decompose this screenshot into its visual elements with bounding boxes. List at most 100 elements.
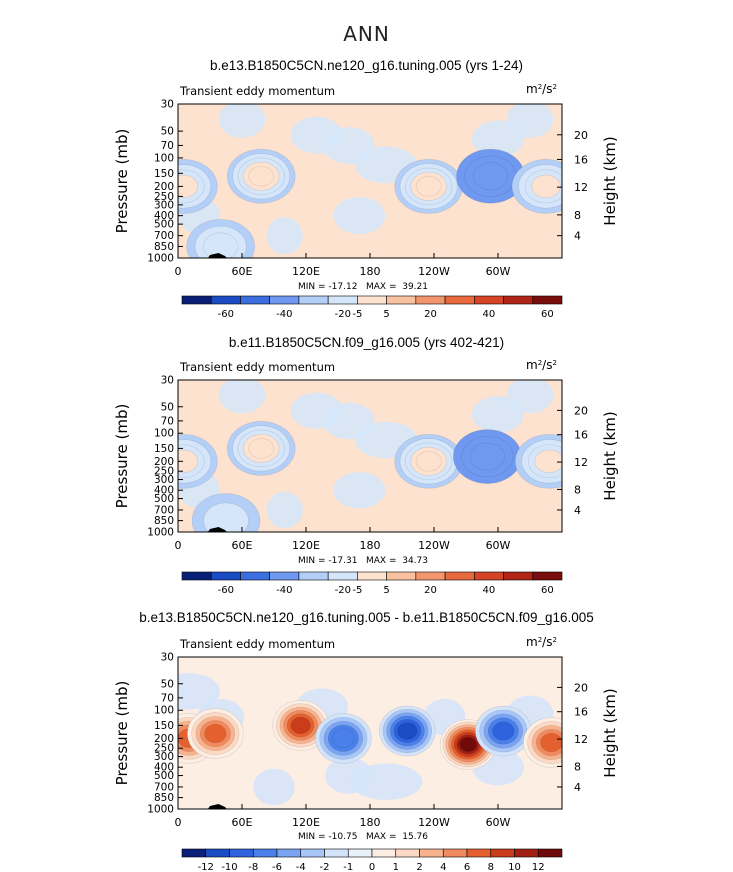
contour-level xyxy=(248,438,275,459)
contour-level xyxy=(459,737,477,752)
weak-negative-region xyxy=(333,471,386,509)
colorbar-label: -5 xyxy=(352,309,362,320)
contour-level xyxy=(415,176,442,197)
colorbar-box xyxy=(490,848,515,858)
colorbar-label: 40 xyxy=(483,585,496,596)
colorbar-label: 8 xyxy=(488,862,494,872)
panel2-subtitle: Transient eddy momentum xyxy=(180,360,336,374)
contour-level xyxy=(204,724,227,744)
ytick-label: 30 xyxy=(161,99,174,111)
colorbar-label: 0 xyxy=(369,862,375,872)
panel1-units: m2/s2 xyxy=(526,82,557,96)
ylabel: Pressure (mb) xyxy=(113,681,131,786)
colorbar-label: -4 xyxy=(296,862,306,872)
y2tick-label: 16 xyxy=(574,429,588,442)
contour-level xyxy=(415,451,442,472)
ytick-label: 1000 xyxy=(147,253,174,265)
y2label: Height (km) xyxy=(601,136,619,225)
ytick-label: 400 xyxy=(154,210,174,222)
contour-level xyxy=(332,728,355,748)
ytick-label: 400 xyxy=(154,762,174,774)
colorbar-label: 4 xyxy=(440,862,446,872)
xtick-label: 180 xyxy=(360,539,381,552)
ytick-label: 1000 xyxy=(147,804,174,816)
colorbar-label: 60 xyxy=(541,585,554,596)
colorbar-label: -40 xyxy=(276,309,292,320)
weak-negative-region xyxy=(218,104,266,138)
panel-3-field xyxy=(178,657,562,809)
colorbar-box xyxy=(466,848,492,858)
xtick-label: 180 xyxy=(360,816,381,829)
colorbar-box xyxy=(444,295,475,305)
colorbar-box xyxy=(324,848,349,858)
ytick-label: 50 xyxy=(161,126,174,138)
contour-level xyxy=(290,716,311,735)
panel-2-colorbar: -60 -40 -20 -5 5 20 40 60 xyxy=(181,571,563,596)
panel-1: 3050701001502002503004005007008501000201… xyxy=(113,99,619,321)
panel-1-field xyxy=(178,104,562,258)
colorbar-label: 5 xyxy=(383,309,389,320)
y2tick-label: 8 xyxy=(574,209,581,222)
panel-3-colorbar: -12 -10 -8 -6 -4 -2 -1 0 1 2 4 6 8 10 12 xyxy=(181,848,563,872)
ytick-label: 30 xyxy=(161,375,174,387)
ytick-label: 30 xyxy=(161,652,174,664)
colorbar-box xyxy=(444,571,475,581)
colorbar-label: -2 xyxy=(320,862,330,872)
colorbar-box xyxy=(386,571,417,581)
ytick-label: 200 xyxy=(154,456,174,468)
colorbar-box xyxy=(327,571,358,581)
colorbar-box xyxy=(474,571,504,581)
colorbar-label: -8 xyxy=(248,862,258,872)
panel3-units: m2/s2 xyxy=(526,635,557,649)
colorbar-box xyxy=(229,848,254,858)
weak-negative-region xyxy=(506,380,554,414)
colorbar-label: -5 xyxy=(352,585,362,596)
colorbar-label: -10 xyxy=(221,862,237,872)
colorbar-box xyxy=(205,848,230,858)
y2tick-label: 16 xyxy=(574,706,588,719)
colorbar-box xyxy=(347,848,373,858)
panel1-stats: MIN = -17.12 MAX = 39.21 xyxy=(298,282,428,292)
colorbar-label: -6 xyxy=(272,862,282,872)
colorbar-label: 1 xyxy=(393,862,399,872)
colorbar-label: 60 xyxy=(541,309,554,320)
colorbar-box xyxy=(371,848,397,858)
colorbar-label: 2 xyxy=(416,862,422,872)
ytick-label: 50 xyxy=(161,678,174,690)
panel3-title: b.e13.B1850C5CN.ne120_g16.tuning.005 - b… xyxy=(139,610,594,625)
ytick-label: 300 xyxy=(154,751,174,763)
colorbar-box xyxy=(442,848,468,858)
ytick-label: 400 xyxy=(154,485,174,497)
colorbar-box xyxy=(298,295,329,305)
topography xyxy=(207,253,228,258)
colorbar-box xyxy=(269,295,300,305)
colorbar-box xyxy=(240,295,270,305)
topography xyxy=(207,527,228,532)
ytick-label: 300 xyxy=(154,199,174,211)
panel1-subtitle: Transient eddy momentum xyxy=(180,84,336,98)
ytick-label: 70 xyxy=(161,140,174,152)
colorbar-box xyxy=(357,571,387,581)
xtick-label: 120W xyxy=(418,816,450,829)
ylabel: Pressure (mb) xyxy=(113,404,131,509)
weak-negative-region xyxy=(325,757,373,794)
xtick-label: 120W xyxy=(418,265,450,278)
y2tick-label: 4 xyxy=(574,230,581,243)
ytick-label: 850 xyxy=(154,515,174,527)
xtick-label: 120W xyxy=(418,539,450,552)
y2tick-label: 12 xyxy=(574,733,588,746)
panel-1-colorbar: -60 -40 -20 -5 5 20 40 60 xyxy=(181,295,563,320)
ytick-label: 150 xyxy=(154,443,174,455)
colorbar-label: -40 xyxy=(276,585,292,596)
colorbar-box xyxy=(210,571,241,581)
colorbar-box xyxy=(269,571,300,581)
colorbar-label: 10 xyxy=(508,862,521,872)
ytick-label: 50 xyxy=(161,401,174,413)
xtick-label: 120E xyxy=(292,265,320,278)
colorbar-box xyxy=(300,848,325,858)
colorbar-box xyxy=(532,295,563,305)
contour-level xyxy=(531,174,561,199)
ytick-label: 250 xyxy=(154,743,174,755)
contour-level xyxy=(203,232,239,258)
